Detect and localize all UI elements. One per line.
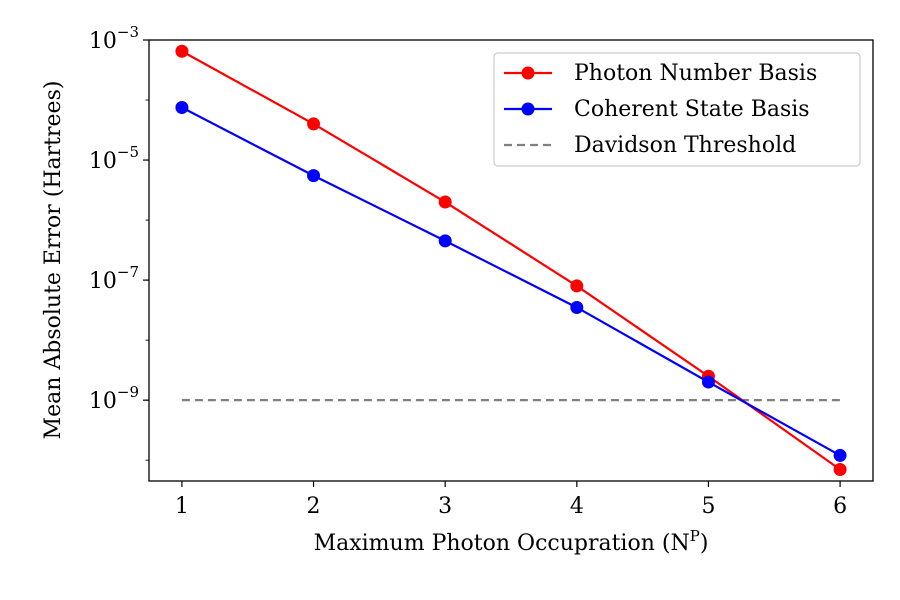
data-point-coherent-state-basis — [570, 300, 584, 314]
data-point-coherent-state-basis — [833, 448, 847, 462]
data-point-coherent-state-basis — [307, 169, 321, 183]
x-tick-label: 5 — [701, 494, 715, 519]
x-tick-label: 6 — [833, 494, 847, 519]
y-axis: 10−3 10−5 10−7 10−9 — [89, 23, 149, 461]
data-point-photon-number-basis — [438, 195, 452, 209]
x-tick-label: 4 — [570, 494, 584, 519]
series-line-photon-number-basis — [181, 50, 841, 471]
data-point-coherent-state-basis — [175, 101, 189, 115]
series-line-coherent-state-basis — [181, 106, 841, 457]
data-point-coherent-state-basis — [701, 375, 715, 389]
plot-frame — [148, 39, 874, 482]
y-tick-label: 10−5 — [89, 143, 139, 174]
data-point-photon-number-basis — [175, 44, 189, 58]
data-point-photon-number-basis — [833, 462, 847, 476]
data-point-photon-number-basis — [307, 117, 321, 131]
legend: Photon Number Basis Coherent State Basis D… — [493, 52, 861, 167]
legend-label: Davidson Threshold — [574, 133, 796, 158]
x-tick-label: 1 — [175, 494, 189, 519]
y-tick-label: 10−7 — [89, 263, 139, 294]
x-axis-label: Maximum Photon Occupration (NP) — [314, 527, 709, 556]
y-tick-label: 10−9 — [89, 383, 139, 414]
legend-marker — [521, 102, 535, 116]
data-point-photon-number-basis — [570, 279, 584, 293]
plot-layer — [175, 44, 847, 476]
x-tick-label: 3 — [438, 494, 452, 519]
y-tick-label: 10−3 — [89, 23, 139, 54]
y-axis-label: Mean Absolute Error (Hartrees) — [41, 81, 66, 440]
x-tick-label: 2 — [307, 494, 321, 519]
data-point-coherent-state-basis — [438, 234, 452, 248]
legend-marker — [521, 66, 535, 80]
legend-box — [493, 52, 861, 167]
x-axis-label-superscript: P — [690, 527, 700, 545]
legend-label: Photon Number Basis — [574, 61, 817, 86]
x-axis: 1 2 3 4 5 6 — [175, 481, 847, 519]
legend-label: Coherent State Basis — [574, 97, 810, 122]
